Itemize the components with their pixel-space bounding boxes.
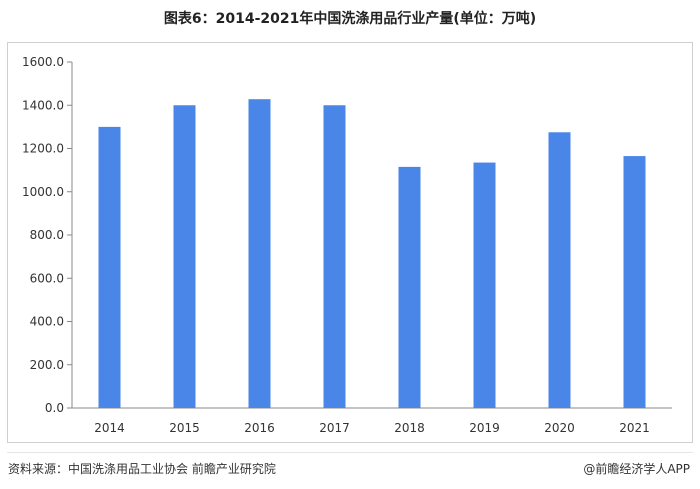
x-tick-label: 2014	[94, 421, 125, 435]
brand-credit: @前瞻经济学人APP	[583, 462, 690, 476]
y-tick-label: 400.0	[30, 315, 64, 329]
footer-divider	[7, 452, 693, 453]
y-tick-label: 1000.0	[22, 185, 64, 199]
source-note: 资料来源：中国洗涤用品工业协会 前瞻产业研究院	[8, 462, 276, 476]
bar-2020	[548, 132, 571, 408]
x-tick-label: 2018	[394, 421, 425, 435]
x-tick-label: 2019	[469, 421, 500, 435]
y-tick-label: 600.0	[30, 271, 64, 285]
y-tick-label: 0.0	[45, 401, 64, 415]
y-tick-label: 1600.0	[22, 55, 64, 69]
y-tick-label: 1400.0	[22, 98, 64, 112]
x-tick-label: 2015	[169, 421, 200, 435]
y-tick-label: 200.0	[30, 358, 64, 372]
chart-title: 图表6：2014-2021年中国洗涤用品行业产量(单位：万吨)	[163, 11, 537, 27]
bar-2021	[623, 156, 646, 408]
y-tick-label: 800.0	[30, 228, 64, 242]
x-axis: 2014 2015 2016 2017 2018 2019 2020 2021	[72, 407, 672, 435]
x-tick-label: 2021	[619, 421, 650, 435]
chart-frame	[7, 42, 693, 443]
bar-2018	[398, 166, 421, 408]
bar-2019	[473, 162, 496, 408]
bar-2015	[173, 105, 196, 408]
bars-group	[98, 99, 646, 408]
y-axis: 0.0 200.0 400.0 600.0 800.0 1000.0 1200.0 1400.…	[22, 55, 73, 415]
bar-2016	[248, 99, 271, 408]
x-tick-label: 2016	[244, 421, 275, 435]
x-tick-label: 2017	[319, 421, 350, 435]
bar-2014	[98, 126, 121, 408]
x-tick-label: 2020	[544, 421, 575, 435]
bar-2017	[323, 105, 346, 408]
y-tick-label: 1200.0	[22, 142, 64, 156]
